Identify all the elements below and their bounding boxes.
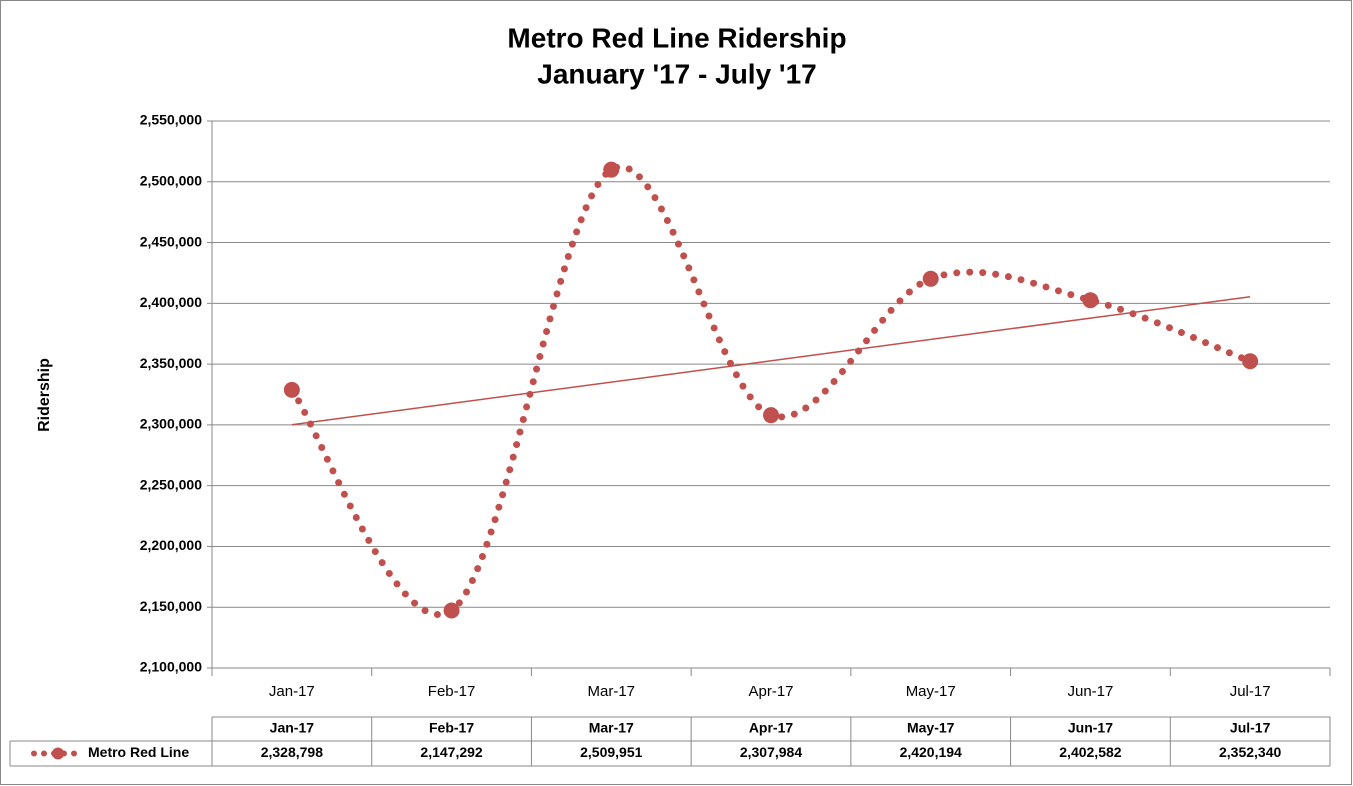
y-tick-label: 2,200,000 xyxy=(140,537,202,553)
y-tick-label: 2,150,000 xyxy=(140,598,202,614)
table-header: Feb-17 xyxy=(429,720,474,736)
table-header: Mar-17 xyxy=(589,720,634,736)
table-header: Apr-17 xyxy=(749,720,794,736)
y-tick-label: 2,350,000 xyxy=(140,355,202,371)
x-tick-label: Feb-17 xyxy=(428,683,476,700)
legend-label: Metro Red Line xyxy=(88,744,189,760)
marker xyxy=(283,381,300,398)
table-value: 2,352,340 xyxy=(1219,744,1281,760)
table-header: May-17 xyxy=(907,720,955,736)
table-value: 2,307,984 xyxy=(740,744,802,760)
trendline xyxy=(291,296,1251,426)
table-value: 2,420,194 xyxy=(900,744,962,760)
x-tick-label: Mar-17 xyxy=(588,683,636,700)
y-tick-label: 2,300,000 xyxy=(140,416,202,432)
marker xyxy=(763,407,779,424)
y-axis-label: Ridership xyxy=(36,358,53,432)
legend-key-marker xyxy=(52,747,64,760)
x-tick-label: Jan-17 xyxy=(269,683,315,700)
marker xyxy=(1242,353,1259,370)
x-tick-label: Jul-17 xyxy=(1230,683,1271,700)
y-tick-label: 2,250,000 xyxy=(140,476,202,492)
x-tick-label: Jun-17 xyxy=(1067,683,1113,700)
table-header: Jun-17 xyxy=(1068,720,1113,736)
table-value: 2,328,798 xyxy=(261,744,323,760)
table-value: 2,147,292 xyxy=(420,744,482,760)
y-tick-label: 2,500,000 xyxy=(140,172,202,188)
table-value: 2,509,951 xyxy=(580,744,642,760)
table-header: Jan-17 xyxy=(270,720,315,736)
y-tick-label: 2,100,000 xyxy=(140,659,202,675)
chart-subtitle: January '17 - July '17 xyxy=(537,58,816,89)
x-tick-label: Apr-17 xyxy=(748,683,793,700)
marker xyxy=(922,270,939,287)
y-tick-label: 2,400,000 xyxy=(140,294,202,310)
x-tick-label: May-17 xyxy=(906,683,956,700)
marker xyxy=(1082,292,1099,309)
chart-title: Metro Red Line Ridership xyxy=(507,22,846,53)
table-header: Jul-17 xyxy=(1230,720,1271,736)
marker xyxy=(603,161,620,178)
marker xyxy=(443,602,460,619)
y-tick-label: 2,450,000 xyxy=(140,233,202,249)
table-value: 2,402,582 xyxy=(1059,744,1121,760)
y-tick-label: 2,550,000 xyxy=(140,112,202,128)
